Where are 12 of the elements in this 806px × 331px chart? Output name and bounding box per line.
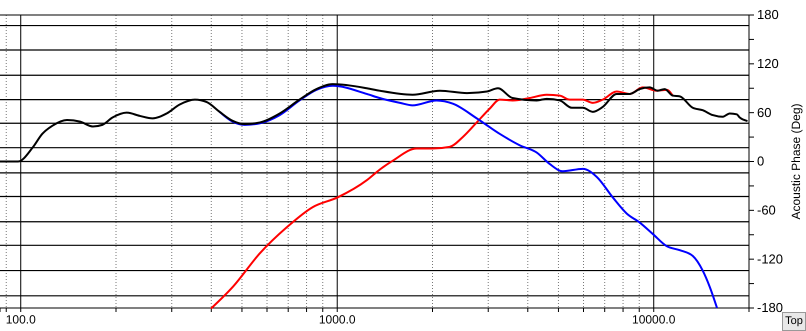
y2-tick-label: -60 xyxy=(757,202,776,218)
y2-tick-label: 120 xyxy=(757,56,779,71)
x-tick-label: 100.0 xyxy=(6,312,36,327)
y2-tick-label: -180 xyxy=(757,300,784,316)
y2-tick-label: -120 xyxy=(757,251,784,266)
x-tick-label: 1000.0 xyxy=(318,312,356,327)
y2-tick-label: 60 xyxy=(757,104,772,120)
y2-axis-title: Acoustic Phase (Deg) xyxy=(789,103,803,220)
x-tick-label: 10000.0 xyxy=(632,312,676,327)
top-button: Top xyxy=(782,312,806,331)
y2-tick-label: 180 xyxy=(757,7,779,22)
y2-tick-label: 0 xyxy=(757,154,764,169)
